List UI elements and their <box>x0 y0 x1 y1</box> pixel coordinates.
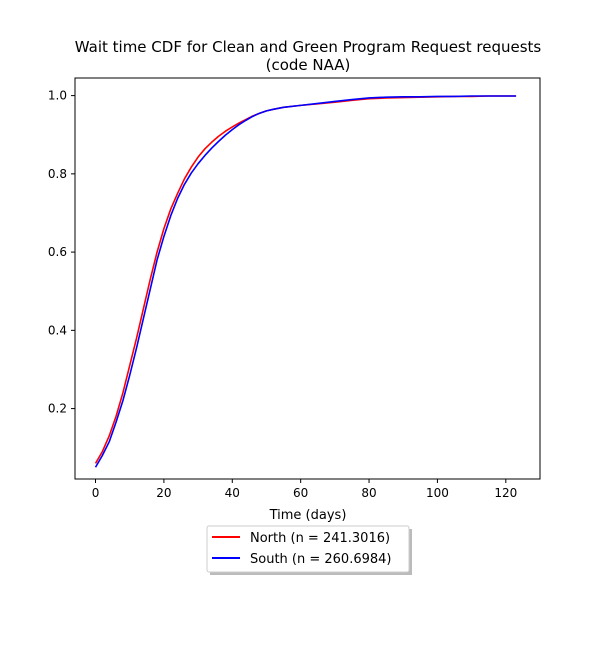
x-tick-label: 20 <box>156 486 171 500</box>
x-tick-label: 60 <box>293 486 308 500</box>
plot-area-frame <box>74 77 541 480</box>
y-axis-ticks: 0.2 0.4 0.6 0.8 1.0 <box>48 89 75 416</box>
series-line-south <box>94 95 517 468</box>
x-tick-label: 40 <box>225 486 240 500</box>
x-tick-label: 80 <box>361 486 376 500</box>
y-tick-label: 0.4 <box>48 323 67 337</box>
legend-entry-north: North (n = 241.3016) <box>250 531 390 546</box>
legend-box <box>206 525 410 573</box>
x-axis-label: Time (days) <box>269 508 347 523</box>
x-tick-label: 120 <box>494 486 517 500</box>
legend-entry-south: South (n = 260.6984) <box>250 552 391 567</box>
y-tick-label: 0.8 <box>48 167 67 181</box>
x-tick-label: 0 <box>92 486 100 500</box>
x-tick-label: 100 <box>426 486 449 500</box>
y-tick-label: 0.2 <box>48 402 67 416</box>
chart-title-line-2: (code NAA) <box>266 56 351 74</box>
chart-title-line-1: Wait time CDF for Clean and Green Progra… <box>75 38 542 56</box>
x-axis-ticks: 0 20 40 60 80 100 120 <box>92 479 517 500</box>
y-tick-label: 1.0 <box>48 89 67 103</box>
series-layer <box>94 95 517 468</box>
y-tick-label: 0.6 <box>48 245 67 259</box>
legend: North (n = 241.3016) South (n = 260.6984… <box>206 525 412 575</box>
